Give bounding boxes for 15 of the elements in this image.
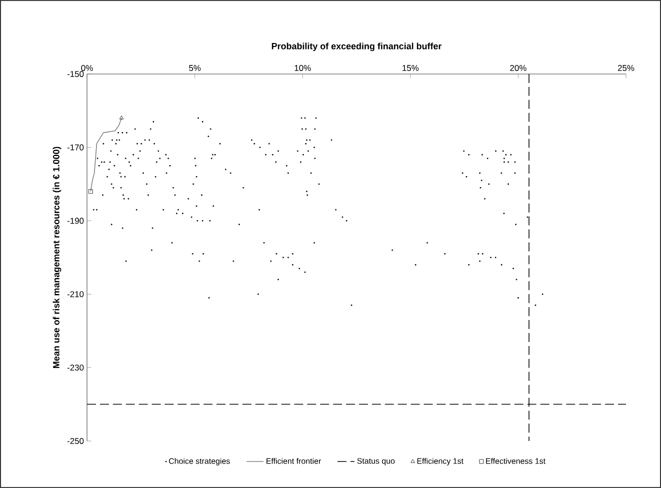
y-tick-label: -230: [67, 364, 84, 371]
x-tick-label: 10%: [294, 64, 311, 71]
x-tick-label: 25%: [618, 64, 634, 71]
x-tick-label: 5%: [189, 65, 201, 71]
y-tick-label: -250: [67, 438, 84, 444]
y-tick-label: -210: [67, 291, 84, 298]
x-tick-label: 0%: [81, 64, 93, 71]
y-tick-label: -170: [67, 144, 84, 150]
y-tick-label: -190: [67, 218, 84, 224]
y-tick-label: -150: [67, 70, 84, 77]
x-tick-label: 15%: [402, 65, 419, 71]
x-axis-title: Probability of exceeding financial buffer: [272, 42, 442, 52]
line-series: [90, 118, 122, 192]
y-axis-title: Mean use of risk management resources (in € 1.000): [52, 146, 62, 368]
x-tick-label: 20%: [510, 64, 526, 71]
